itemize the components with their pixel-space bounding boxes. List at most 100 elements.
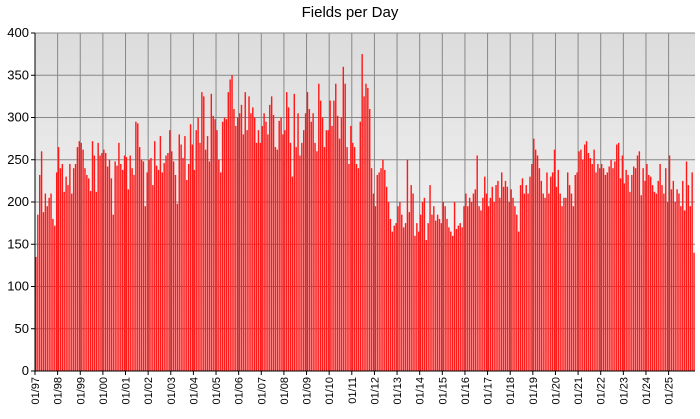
bar <box>557 169 559 371</box>
bar <box>263 113 265 371</box>
bar <box>649 176 652 371</box>
bar <box>370 168 373 371</box>
bar <box>165 155 167 371</box>
x-tick-label: 01/18 <box>505 377 517 405</box>
bar <box>253 117 256 371</box>
bar <box>576 172 578 371</box>
bar <box>389 218 392 371</box>
bar <box>44 193 47 371</box>
bar <box>101 152 103 371</box>
bar <box>359 121 361 371</box>
bar <box>150 158 152 371</box>
bar <box>131 168 133 371</box>
bar <box>223 117 226 371</box>
bar <box>225 119 228 371</box>
bar <box>633 166 635 371</box>
bar <box>540 180 543 372</box>
bar <box>499 197 501 371</box>
bar <box>335 83 337 371</box>
bar <box>86 174 88 371</box>
bar <box>651 185 654 371</box>
bar <box>504 180 507 372</box>
bar <box>303 130 305 371</box>
bar <box>157 169 160 371</box>
bar <box>39 174 41 371</box>
bar <box>634 168 637 371</box>
x-tick-label: 01/00 <box>98 377 110 405</box>
bar <box>235 125 237 371</box>
bar <box>350 125 352 371</box>
bar <box>653 191 656 371</box>
bar <box>589 158 592 371</box>
bar <box>76 147 79 371</box>
bar <box>203 96 205 372</box>
bar <box>137 123 139 371</box>
bar <box>321 117 324 371</box>
bar <box>342 66 345 372</box>
bar <box>401 214 403 371</box>
y-tick-label: 100 <box>7 279 29 294</box>
bar <box>619 178 622 371</box>
x-tick-label: 01/05 <box>211 377 223 405</box>
bar <box>582 159 584 371</box>
bar <box>67 185 69 371</box>
bar <box>171 151 173 371</box>
bar <box>206 136 209 371</box>
bar <box>55 172 58 371</box>
bar <box>221 121 224 371</box>
bar <box>331 125 333 371</box>
bar <box>63 191 65 371</box>
bar <box>387 202 390 371</box>
bar <box>442 202 444 371</box>
bar <box>127 189 130 371</box>
bar <box>476 155 478 371</box>
bar <box>210 93 213 371</box>
bar <box>289 142 292 371</box>
bar <box>40 151 43 371</box>
bar <box>161 172 163 371</box>
bar <box>572 206 575 371</box>
bar <box>267 134 269 371</box>
bar <box>133 174 135 371</box>
chart-title: Fields per Day <box>302 4 399 21</box>
bar <box>74 163 77 371</box>
bar <box>346 147 348 371</box>
bar <box>184 136 186 371</box>
bar <box>408 212 411 371</box>
bar <box>648 174 650 371</box>
x-tick-label: 01/01 <box>121 377 133 405</box>
bar <box>461 227 463 371</box>
bar <box>257 130 260 371</box>
bar <box>610 159 612 371</box>
bar <box>612 168 614 371</box>
bar <box>59 168 62 371</box>
bar <box>35 256 37 371</box>
bar <box>344 83 346 371</box>
bar <box>338 138 341 372</box>
x-tick-label: 01/02 <box>143 377 155 405</box>
bar <box>629 191 631 371</box>
bar <box>333 100 335 371</box>
bar <box>121 169 124 371</box>
bar <box>593 149 595 371</box>
bar <box>559 193 561 371</box>
bar <box>106 166 109 371</box>
bar <box>155 165 158 371</box>
bar <box>567 172 569 371</box>
bar <box>91 141 94 371</box>
bar <box>689 206 691 371</box>
bar <box>65 176 67 371</box>
bar <box>48 197 50 371</box>
bar <box>89 191 92 371</box>
bar <box>512 197 514 371</box>
bar <box>470 202 473 371</box>
bar <box>682 180 684 372</box>
bar <box>135 121 137 371</box>
x-tick-label: 01/25 <box>664 377 676 405</box>
bar <box>118 142 120 371</box>
bar <box>440 223 443 372</box>
x-tick-label: 01/13 <box>392 377 404 405</box>
bar <box>553 149 556 371</box>
x-tick-label: 01/08 <box>279 377 291 405</box>
